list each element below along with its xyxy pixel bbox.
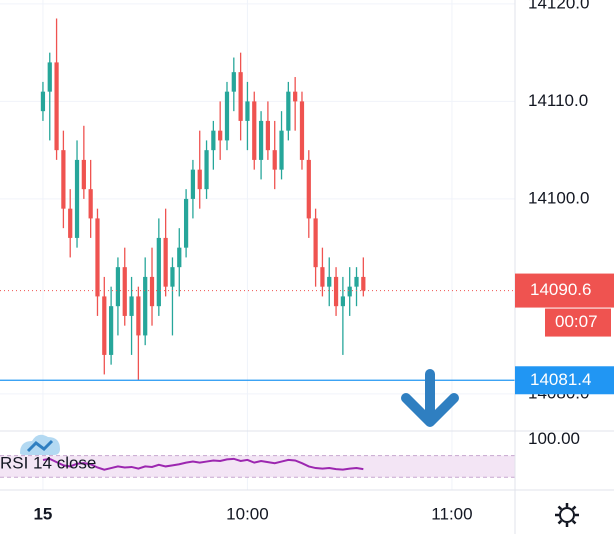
rsi-line bbox=[42, 457, 364, 471]
candle-body bbox=[183, 198, 189, 248]
gear bbox=[559, 507, 575, 523]
scroll-down-button[interactable] bbox=[401, 369, 459, 427]
axis: 1510:0011:0014080.014100.014110.014120.0… bbox=[33, 0, 614, 523]
candle-body bbox=[190, 169, 196, 199]
candle-body bbox=[320, 267, 325, 287]
candle-body bbox=[204, 150, 209, 190]
y-tick-label: 14110.0 bbox=[528, 91, 588, 110]
candle-body bbox=[333, 276, 339, 307]
candle-body bbox=[129, 296, 134, 316]
candle-body bbox=[136, 296, 141, 336]
candle-body bbox=[115, 267, 121, 307]
candle-body bbox=[88, 189, 93, 219]
last-price-box bbox=[515, 273, 614, 308]
candle-body bbox=[197, 169, 202, 190]
candle-body bbox=[224, 91, 230, 141]
gear-teeth bbox=[555, 503, 579, 527]
x-tick-label: 15 bbox=[33, 504, 52, 523]
candle-body bbox=[40, 91, 46, 112]
candle-body bbox=[299, 101, 305, 160]
candle-body bbox=[156, 237, 161, 307]
rsi-label: RSI 14 close bbox=[0, 453, 96, 472]
horizontal-line-label: 14081.4 bbox=[530, 370, 591, 389]
candle-body bbox=[61, 150, 66, 209]
candle-body bbox=[218, 130, 223, 141]
candle-body bbox=[279, 130, 284, 170]
rsi-tick-label: 100.00 bbox=[528, 429, 580, 448]
candle-body bbox=[122, 267, 127, 316]
candle-body bbox=[340, 296, 345, 307]
indicator-icon bbox=[20, 434, 60, 455]
x-tick-label: 10:00 bbox=[226, 504, 269, 523]
candle-body bbox=[272, 150, 277, 170]
candle-body bbox=[327, 276, 332, 287]
candle-body bbox=[293, 91, 298, 102]
candle-body bbox=[238, 72, 243, 121]
candle-body bbox=[47, 62, 52, 92]
last-price-label: 14090.6 bbox=[530, 280, 591, 299]
countdown-box bbox=[545, 308, 611, 337]
grid bbox=[0, 0, 515, 490]
candle-body bbox=[54, 62, 59, 151]
y-tick-label: 14100.0 bbox=[528, 188, 589, 207]
candle-body bbox=[361, 276, 366, 291]
candle-body bbox=[313, 218, 318, 268]
rsi-band bbox=[0, 455, 515, 478]
candle-body bbox=[149, 276, 155, 307]
candle-body bbox=[347, 286, 352, 297]
candle-body bbox=[252, 101, 257, 160]
candle-body bbox=[245, 101, 250, 121]
candle-body bbox=[163, 237, 168, 287]
candle-body bbox=[258, 120, 264, 160]
candle-body bbox=[68, 208, 73, 238]
candle-body bbox=[231, 72, 236, 92]
candle-body bbox=[177, 247, 182, 268]
x-tick-label: 11:00 bbox=[431, 504, 472, 523]
candle-body bbox=[211, 130, 216, 151]
cloud-line bbox=[26, 439, 54, 453]
candle-body bbox=[95, 218, 100, 297]
settings-button[interactable] bbox=[555, 503, 579, 527]
arrow-icon bbox=[401, 369, 459, 427]
y-tick-label: 14120.0 bbox=[528, 0, 589, 12]
candle-body bbox=[306, 159, 311, 219]
countdown-label: 00:07 bbox=[555, 312, 598, 331]
candle-body bbox=[74, 159, 80, 238]
horizontal-line-box bbox=[515, 366, 614, 395]
candle-body bbox=[81, 159, 86, 190]
candle-body bbox=[108, 306, 114, 355]
candle-body bbox=[354, 276, 359, 287]
candle-body bbox=[265, 120, 271, 151]
candle-body bbox=[286, 91, 291, 131]
candle-body bbox=[143, 276, 148, 336]
candle-body bbox=[102, 296, 107, 355]
candle-body bbox=[170, 267, 175, 287]
plot: RSI 14 close bbox=[0, 18, 515, 478]
